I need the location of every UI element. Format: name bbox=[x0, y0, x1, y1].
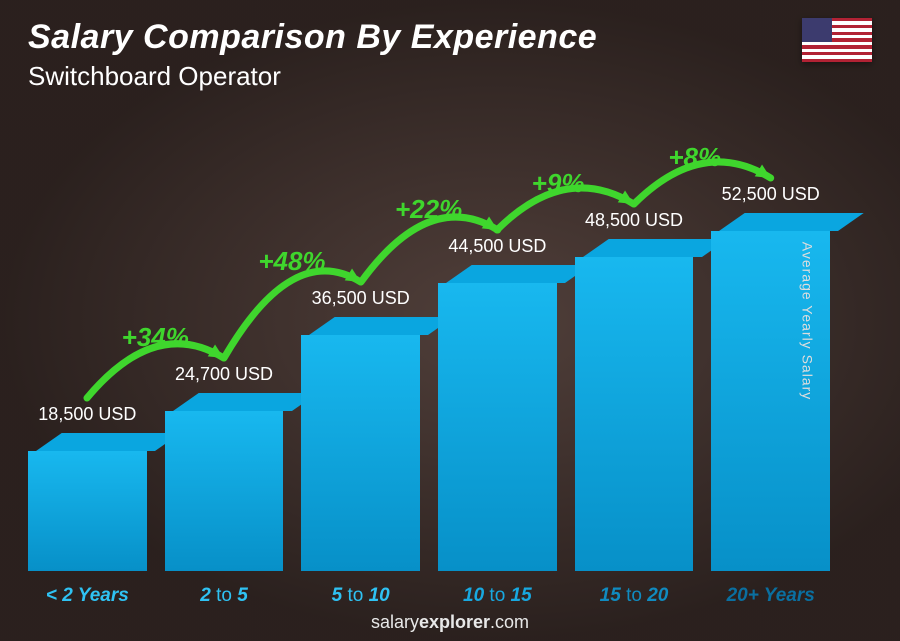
bar-3d bbox=[28, 433, 147, 571]
x-axis-label: 5 to 10 bbox=[301, 585, 420, 607]
bar-3d bbox=[575, 239, 694, 571]
bar-value-label: 52,500 USD bbox=[722, 184, 820, 205]
chart-subtitle: Switchboard Operator bbox=[28, 61, 597, 92]
bar-value-label: 24,700 USD bbox=[175, 364, 273, 385]
bar-value-label: 48,500 USD bbox=[585, 210, 683, 231]
bar-group-2: 36,500 USD bbox=[301, 288, 420, 571]
bar-group-3: 44,500 USD bbox=[438, 236, 557, 571]
footer-domain: .com bbox=[490, 612, 529, 632]
bar-value-label: 18,500 USD bbox=[38, 404, 136, 425]
footer-attribution: salaryexplorer.com bbox=[0, 612, 900, 633]
bar-group-0: 18,500 USD bbox=[28, 404, 147, 571]
bar-group-1: 24,700 USD bbox=[165, 364, 284, 571]
bar-3d bbox=[438, 265, 557, 571]
x-axis-label: 20+ Years bbox=[711, 585, 830, 607]
bar-value-label: 44,500 USD bbox=[448, 236, 546, 257]
header: Salary Comparison By Experience Switchbo… bbox=[28, 18, 872, 92]
title-block: Salary Comparison By Experience Switchbo… bbox=[28, 18, 597, 92]
bar-group-4: 48,500 USD bbox=[575, 210, 694, 571]
x-axis: < 2 Years 2 to 5 5 to 10 10 to 15 15 to 20 20… bbox=[28, 585, 830, 607]
bar-value-label: 36,500 USD bbox=[312, 288, 410, 309]
x-axis-label: < 2 Years bbox=[28, 585, 147, 607]
x-axis-label: 15 to 20 bbox=[575, 585, 694, 607]
us-flag-icon bbox=[802, 18, 872, 62]
chart-area: 18,500 USD 24,700 USD 36,500 USD 44,500 USD… bbox=[28, 91, 830, 571]
bar-3d bbox=[301, 317, 420, 571]
chart-title: Salary Comparison By Experience bbox=[28, 18, 597, 57]
bar-3d bbox=[165, 393, 284, 571]
footer-prefix: salary bbox=[371, 612, 419, 632]
footer-suffix: explorer bbox=[419, 612, 490, 632]
x-axis-label: 2 to 5 bbox=[165, 585, 284, 607]
x-axis-label: 10 to 15 bbox=[438, 585, 557, 607]
y-axis-label: Average Yearly Salary bbox=[799, 241, 815, 400]
